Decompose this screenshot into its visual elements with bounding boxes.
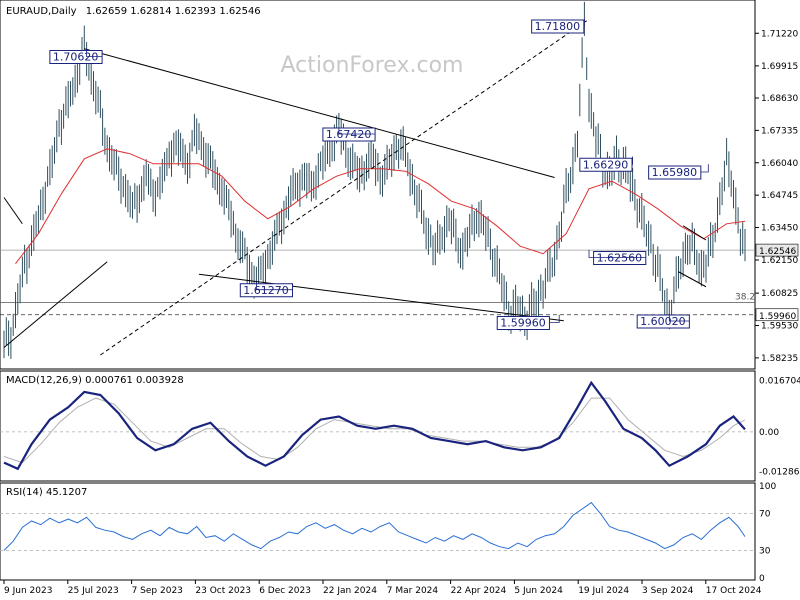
trendline-dashed-channel: [100, 20, 587, 356]
rsi-tick-label: 100: [759, 482, 776, 492]
trendline-falling-support: [198, 273, 564, 322]
level-label-box: [636, 314, 690, 329]
level-label-text: 1.70620: [53, 51, 99, 64]
level-label-connector: [668, 313, 690, 322]
date-tick-label: 23 Oct 2023: [195, 586, 251, 596]
rsi-tick-label: 30: [759, 546, 771, 556]
trendline-recent-upper: [682, 225, 707, 241]
trendline-recent-lower: [678, 271, 707, 288]
macd-tick-label: -0.012869: [759, 467, 800, 477]
price-tick-label: 1.66040: [761, 159, 798, 169]
date-tick-label: 19 Jul 2024: [578, 586, 629, 596]
level-label-box: [531, 19, 585, 34]
macd-main-line: [3, 380, 746, 471]
price-tick-label: 1.67335: [761, 126, 798, 136]
chart-title: EURAUD,Daily: [6, 6, 77, 17]
price-tick-label: 1.59530: [761, 322, 798, 332]
date-tick-label: 17 Oct 2024: [706, 586, 762, 596]
price-bars: [3, 1, 746, 359]
price-tick-label: 1.68630: [761, 94, 798, 104]
date-tick-label: 22 Apr 2024: [451, 586, 507, 596]
support-tag-box: [755, 308, 799, 322]
ohlc-values: 1.62659 1.62814 1.62393 1.62546: [86, 6, 261, 17]
level-label-text: 1.65980: [652, 166, 698, 179]
level-label-connector: [86, 48, 103, 57]
level-labels: 1.70620 1.67420 1.71800 1.66290 1.65980 1.625…: [49, 18, 709, 330]
date-tick-label: 7 Sep 2023: [132, 586, 183, 596]
date-tick-label: 3 Sep 2024: [642, 586, 694, 596]
price-tick-label: 1.71220: [761, 29, 798, 39]
macd-panel: [0, 370, 756, 482]
level-label-connector: [583, 18, 585, 27]
level-label-text: 1.62560: [597, 252, 643, 265]
macd-header: MACD(12,26,9) 0.000761 0.003928: [6, 375, 184, 386]
rsi-line: [3, 501, 746, 551]
support-tag-text: 1.59960: [759, 312, 796, 322]
level-label-connector: [338, 128, 376, 135]
date-tick-label: 22 Jan 2024: [323, 586, 377, 596]
symbol-label: EURAUD,Daily 1.62659 1.62814 1.62393 1.6…: [6, 6, 261, 17]
macd-tick-label: 0.016704: [759, 377, 800, 387]
price-tick-label: 1.62150: [761, 256, 798, 266]
level-label-text: 1.71800: [535, 20, 581, 33]
rsi-header: RSI(14) 45.1207: [6, 487, 87, 498]
level-label-connector: [255, 282, 293, 291]
macd-tick-label: 0.00: [759, 428, 779, 438]
watermark: ActionForex.com: [281, 53, 464, 78]
date-tick-label: 7 Mar 2024: [387, 586, 439, 596]
level-label-text: 1.67420: [326, 128, 372, 141]
level-label-box: [49, 50, 103, 64]
axis-layer: 1.71220 1.69915 1.68630 1.67335 1.66040 1.647…: [3, 29, 800, 596]
level-label-connector: [549, 314, 560, 323]
level-label-connector: [700, 164, 709, 173]
level-label-box: [322, 127, 376, 142]
date-tick-label: 25 Jul 2023: [68, 586, 119, 596]
rsi-layer: RSI(14) 45.1207: [0, 487, 755, 551]
level-label-box: [239, 283, 293, 298]
price-tick-label: 1.63450: [761, 224, 798, 234]
level-label-box: [579, 157, 633, 172]
rsi-panel: [0, 482, 756, 581]
level-label-text: 1.66290: [583, 158, 629, 171]
price-tick-label: 1.60825: [761, 289, 798, 299]
current-price-tag-box: [755, 243, 799, 257]
price-layer: 1.70620 1.67420 1.71800 1.66290 1.65980 1.625…: [0, 1, 755, 359]
date-tick-label: 5 Jun 2024: [514, 586, 563, 596]
trendline-falling-resistance: [84, 48, 555, 178]
date-tick-label: 9 Jun 2023: [4, 586, 52, 596]
level-label-text: 1.59960: [500, 317, 546, 330]
date-tick-label: 6 Dec 2023: [259, 586, 311, 596]
level-label-box: [593, 251, 647, 265]
rsi-tick-label: 0: [759, 574, 765, 584]
trendline-left-segment: [3, 197, 23, 225]
price-tick-label: 1.58235: [761, 354, 798, 364]
moving-average-line: [15, 148, 746, 265]
level-label-connector: [632, 156, 633, 165]
price-tick-label: 1.69915: [761, 62, 798, 72]
rsi-tick-label: 70: [759, 510, 771, 520]
macd-layer: MACD(12,26,9) 0.000761 0.003928: [0, 375, 755, 471]
chart-header: EURAUD,Daily 1.62659 1.62814 1.62393 1.6…: [6, 6, 261, 17]
level-label-text: 1.60020: [640, 315, 686, 328]
price-tick-label: 1.64745: [761, 191, 798, 201]
level-label-text: 1.61270: [243, 284, 289, 297]
level-label-box: [648, 165, 702, 180]
fib-label: 38.2: [735, 293, 755, 303]
level-label-connector: [588, 249, 646, 258]
level-label-box: [496, 316, 550, 330]
trendline-rising-support: [3, 261, 108, 348]
current-price-tag-text: 1.62546: [759, 247, 796, 257]
